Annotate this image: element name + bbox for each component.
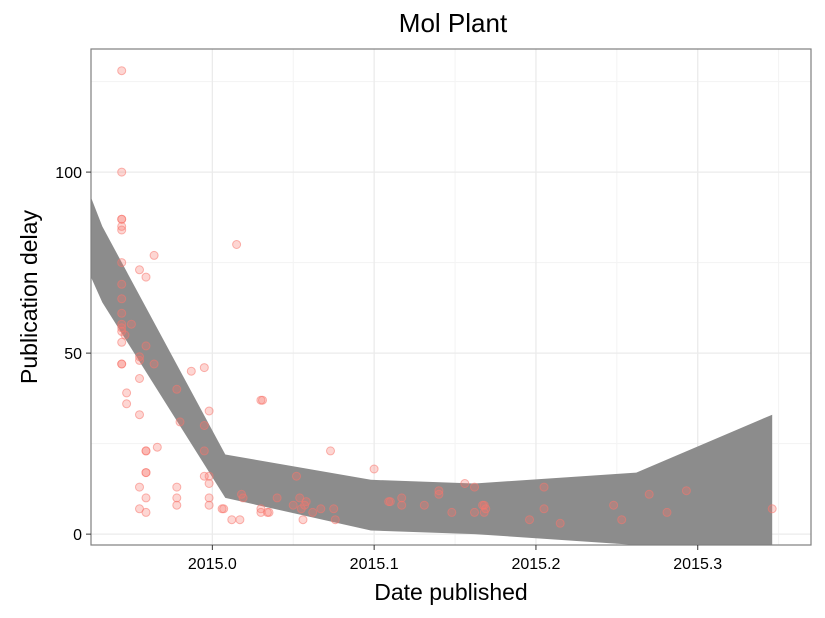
data-point — [135, 482, 144, 492]
data-point — [308, 507, 318, 517]
data-point — [135, 265, 144, 275]
y-tick-label: 0 — [73, 527, 82, 544]
data-point — [126, 319, 136, 329]
data-point — [117, 225, 127, 235]
data-point — [117, 337, 127, 347]
data-point — [117, 66, 127, 76]
data-point — [141, 272, 151, 282]
data-point — [135, 410, 144, 420]
data-point — [434, 486, 444, 496]
data-point — [419, 500, 429, 510]
data-point — [117, 308, 127, 318]
data-point — [329, 504, 339, 514]
x-tick-label: 2015.1 — [350, 556, 399, 573]
data-point — [539, 504, 549, 514]
data-point — [172, 500, 182, 510]
data-point — [617, 515, 627, 525]
y-axis-title: Publication delay — [16, 210, 42, 384]
data-point — [120, 330, 130, 340]
data-point — [681, 486, 691, 496]
data-point — [175, 417, 185, 427]
x-tick-label: 2015.2 — [511, 556, 560, 573]
confidence-ribbon — [91, 197, 773, 545]
data-point — [149, 359, 159, 369]
data-point — [117, 214, 127, 224]
data-point — [470, 482, 479, 492]
ribbon-band — [91, 197, 773, 545]
data-point — [204, 406, 214, 416]
data-point — [172, 482, 182, 492]
data-points — [117, 66, 777, 528]
x-tick-label: 2015.0 — [188, 556, 237, 573]
data-point — [204, 500, 214, 510]
data-point — [447, 507, 457, 517]
data-point — [141, 468, 151, 478]
data-point — [135, 374, 144, 383]
data-point — [122, 388, 132, 398]
data-point — [470, 507, 479, 517]
data-point — [199, 471, 209, 481]
data-point — [235, 515, 245, 525]
data-point — [141, 341, 151, 351]
data-point — [232, 240, 242, 249]
data-point — [555, 518, 565, 528]
data-point — [204, 471, 214, 481]
data-point — [397, 500, 407, 510]
x-axis-title: Date published — [374, 579, 527, 605]
data-point — [272, 493, 282, 503]
data-point — [227, 515, 237, 525]
data-point — [385, 497, 395, 507]
data-point — [135, 355, 144, 365]
data-point — [117, 294, 127, 304]
axis-ticks: 2015.0 2015.1 2015.2 2015.3 0 50 100 — [55, 165, 722, 573]
data-point — [172, 384, 182, 394]
data-point — [369, 464, 379, 474]
data-point — [609, 500, 619, 510]
data-point — [141, 446, 151, 456]
data-point — [117, 258, 127, 268]
data-point — [141, 493, 151, 503]
data-point — [117, 359, 127, 369]
data-point — [330, 515, 340, 525]
data-point — [292, 471, 301, 481]
data-point — [258, 395, 267, 405]
y-tick-label: 50 — [64, 346, 82, 363]
data-point — [539, 482, 549, 492]
data-point — [141, 507, 151, 517]
data-point — [301, 497, 311, 507]
data-point — [662, 507, 672, 517]
data-point — [199, 363, 209, 373]
data-point — [219, 504, 229, 514]
data-point — [298, 515, 308, 525]
data-point — [288, 500, 298, 510]
data-point — [149, 250, 159, 260]
data-point — [238, 493, 248, 503]
data-point — [316, 504, 326, 514]
data-point — [326, 446, 335, 456]
data-point — [117, 167, 127, 177]
data-point — [186, 366, 196, 376]
data-point — [767, 504, 777, 514]
data-point — [172, 493, 182, 503]
data-point — [204, 479, 214, 488]
data-point — [525, 515, 534, 525]
data-point — [204, 493, 214, 503]
data-point — [479, 500, 489, 510]
data-point — [460, 479, 470, 488]
chart-title: Mol Plant — [399, 8, 508, 38]
data-point — [262, 507, 272, 517]
y-tick-label: 100 — [55, 165, 82, 182]
x-tick-label: 2015.3 — [673, 556, 722, 573]
data-point — [644, 489, 654, 499]
plot-border — [90, 48, 812, 546]
data-point — [152, 442, 162, 452]
data-point — [199, 421, 209, 430]
data-point — [117, 279, 127, 289]
data-point — [397, 493, 407, 503]
data-point — [199, 446, 209, 456]
data-point — [122, 399, 132, 409]
